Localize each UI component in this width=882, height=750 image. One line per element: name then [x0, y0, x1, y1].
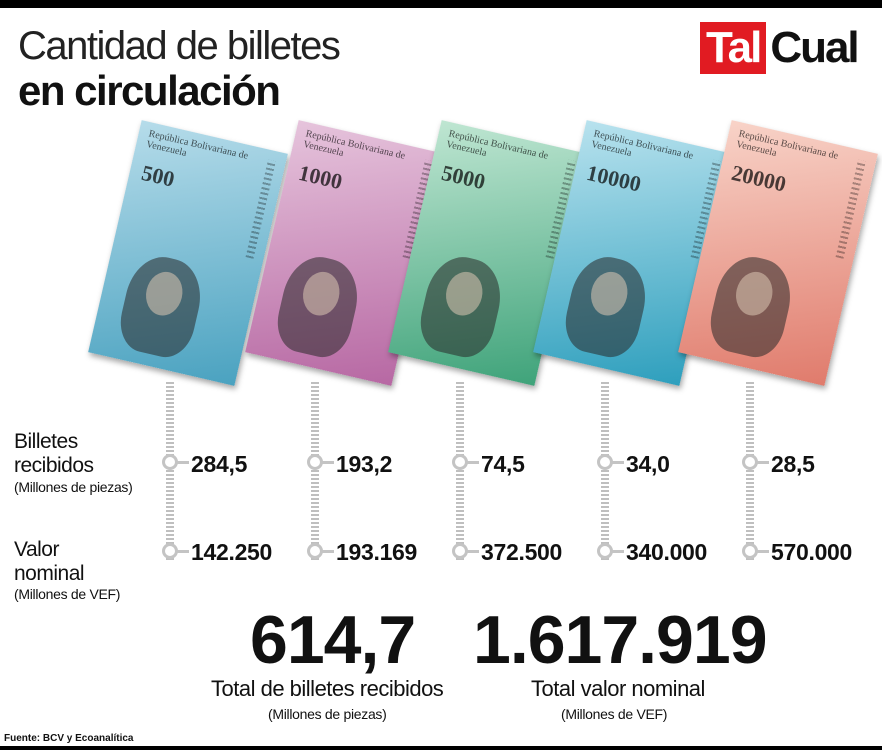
total-valor-value: 1.617.919: [473, 602, 768, 678]
total-valor-unit: (Millones de VEF): [561, 706, 668, 722]
banknote-denomination: 5000: [439, 159, 488, 195]
connector-tick: [467, 461, 479, 464]
connector-tick: [757, 550, 769, 553]
connector-dot: [452, 543, 468, 559]
connector-dot: [742, 543, 758, 559]
connector-dot: [307, 543, 323, 559]
billetes-value-5000: 74,5: [481, 451, 525, 477]
source-note: Fuente: BCV y Ecoanalítica: [4, 733, 134, 744]
banknote-serial-stripe: [835, 159, 866, 259]
connector-tick: [322, 550, 334, 553]
billetes-label-line-1: Billetes: [14, 430, 78, 453]
logo-cual: Cual: [766, 22, 862, 74]
banknote-denomination: 500: [139, 159, 177, 192]
connector-stem: [601, 380, 609, 560]
banknote-denomination: 20000: [729, 159, 789, 197]
logo-tal: Tal: [700, 22, 767, 74]
billetes-label-line-2: recibidos: [14, 454, 94, 477]
connector-tick: [757, 461, 769, 464]
connector-tick: [612, 461, 624, 464]
banknote-portrait: [414, 250, 509, 363]
connector-stem: [456, 380, 464, 560]
banknote-denomination: 1000: [296, 159, 345, 195]
total-billetes-label: Total de billetes recibidos: [211, 676, 444, 701]
valor-value-10000: 340.000: [626, 539, 708, 565]
total-valor-label: Total valor nominal: [531, 676, 705, 701]
bottom-rule: [0, 746, 882, 750]
valor-value-5000: 372.500: [481, 539, 563, 565]
valor-label-line-2: nominal: [14, 562, 85, 585]
connector-dot: [162, 543, 178, 559]
banknote-portrait: [114, 250, 209, 363]
connector-tick: [467, 550, 479, 553]
billetes-value-20000: 28,5: [771, 451, 815, 477]
valor-unit: (Millones de VEF): [14, 586, 121, 602]
billetes-unit: (Millones de piezas): [14, 479, 133, 495]
billetes-value-500: 284,5: [191, 451, 248, 477]
connector-dot: [162, 454, 178, 470]
connector-dot: [597, 543, 613, 559]
banknote-portrait: [271, 250, 366, 363]
valor-value-1000: 193.169: [336, 539, 418, 565]
billetes-value-10000: 34,0: [626, 451, 670, 477]
valor-value-500: 142.250: [191, 539, 273, 565]
title-line-2: en circulación: [18, 67, 281, 114]
banknote-portrait: [559, 250, 654, 363]
billetes-value-1000: 193,2: [336, 451, 393, 477]
title-line-1: Cantidad de billetes: [18, 24, 341, 68]
valor-label-line-1: Valor: [14, 538, 59, 561]
connector-stem: [311, 380, 319, 560]
connector-stem: [746, 380, 754, 560]
connector-dot: [307, 454, 323, 470]
total-billetes-unit: (Millones de piezas): [268, 706, 387, 722]
banknote-portrait: [704, 250, 799, 363]
top-rule: [0, 0, 882, 8]
connector-stem: [166, 380, 174, 560]
connector-tick: [612, 550, 624, 553]
total-billetes-value: 614,7: [250, 602, 416, 678]
connector-tick: [177, 461, 189, 464]
connector-tick: [177, 550, 189, 553]
talcual-logo: Tal Cual: [700, 22, 862, 74]
valor-value-20000: 570.000: [771, 539, 853, 565]
connector-dot: [452, 454, 468, 470]
connector-dot: [597, 454, 613, 470]
connector-tick: [322, 461, 334, 464]
banknote-denomination: 10000: [584, 159, 644, 197]
connector-dot: [742, 454, 758, 470]
